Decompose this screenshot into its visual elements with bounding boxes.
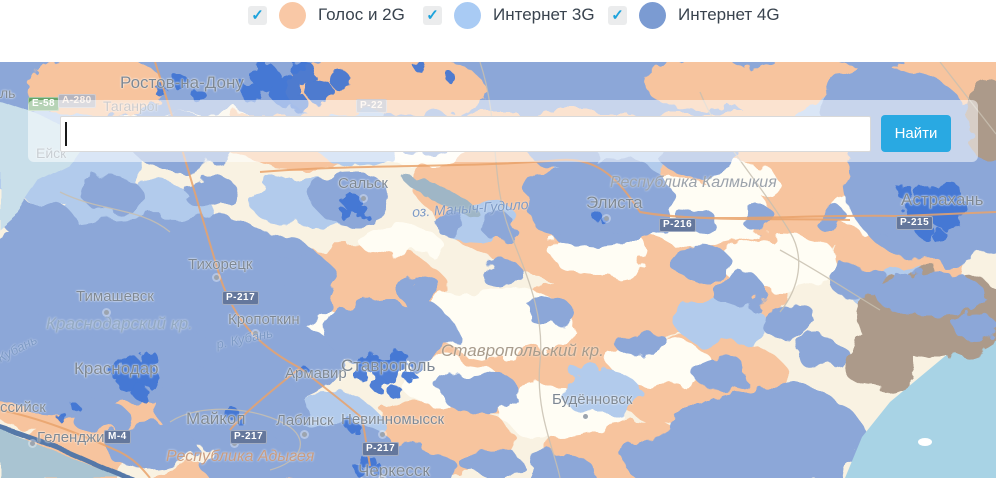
checkmark-icon: ✓ bbox=[426, 6, 439, 24]
checkmark-icon: ✓ bbox=[611, 6, 624, 24]
search-panel: Найти bbox=[28, 100, 978, 162]
text-cursor bbox=[65, 122, 67, 146]
roads bbox=[0, 62, 996, 478]
checkbox-internet-4g[interactable]: ✓ bbox=[608, 5, 627, 25]
legend-bar: ✓ Голос и 2G ✓ Интернет 3G ✓ Интернет 4G bbox=[0, 0, 996, 62]
checkbox-internet-3g[interactable]: ✓ bbox=[423, 5, 442, 25]
legend-item-voice-2g[interactable]: ✓ Голос и 2G bbox=[248, 1, 405, 29]
coverage-swatch-2g bbox=[279, 1, 306, 29]
legend-label-4g: Интернет 4G bbox=[678, 5, 780, 24]
legend-label-2g: Голос и 2G bbox=[318, 5, 405, 24]
legend-label-3g: Интернет 3G bbox=[493, 5, 595, 24]
sea-black bbox=[0, 425, 135, 478]
search-input[interactable] bbox=[60, 116, 871, 152]
legend-item-internet-3g[interactable]: ✓ Интернет 3G bbox=[423, 1, 595, 29]
search-submit-button[interactable]: Найти bbox=[881, 115, 951, 152]
checkmark-icon: ✓ bbox=[251, 6, 264, 24]
coverage-swatch-4g bbox=[639, 1, 666, 29]
sea-caspian bbox=[800, 302, 996, 478]
lake-manych-gudilo bbox=[399, 172, 481, 218]
coverage-swatch-3g bbox=[454, 1, 481, 29]
legend-item-internet-4g[interactable]: ✓ Интернет 4G bbox=[608, 1, 780, 29]
checkbox-voice-2g[interactable]: ✓ bbox=[248, 5, 267, 25]
delta-coverage bbox=[875, 272, 996, 341]
